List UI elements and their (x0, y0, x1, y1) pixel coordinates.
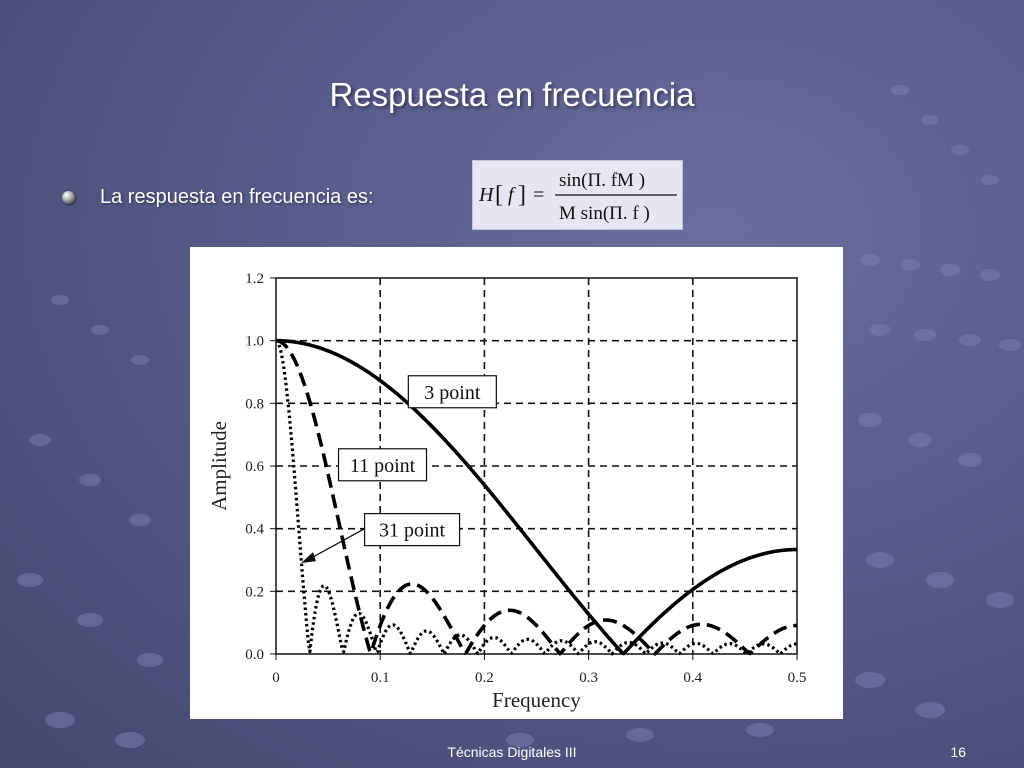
series-line-31-point (275, 339, 798, 656)
formula-numerator: sin(Π. fM ) (559, 170, 645, 191)
chart-svg: 0 0.1 0.2 0.3 0.4 0.5 0.0 0.2 0.4 0.6 0.8 1.0 1.2 Fr… (207, 271, 806, 712)
formula-left-bracket: [ (495, 182, 503, 208)
formula-lhs-h: H (478, 184, 495, 206)
x-tick-label: 0.3 (579, 670, 598, 686)
bullet-item: La respuesta en frecuencia es: (62, 186, 374, 209)
y-tick-label: 0.2 (245, 584, 264, 600)
sphere-bullet-icon (62, 191, 75, 204)
annotation-31-point-box (363, 513, 461, 547)
series-line-11-point (275, 338, 798, 656)
bullet-text: La respuesta en frecuencia es: (100, 186, 374, 208)
y-tick-label: 1.0 (245, 334, 264, 350)
formula-denominator: M sin(Π. f ) (559, 203, 650, 224)
x-tick-label: 0.4 (683, 670, 702, 686)
y-axis-label: Amplitude (207, 421, 231, 511)
chart-ticks: 0 0.1 0.2 0.3 0.4 0.5 0.0 0.2 0.4 0.6 0.8 1.0 1.2 (245, 271, 806, 686)
slide-title: Respuesta en frecuencia (329, 76, 695, 113)
formula-equals: = (533, 184, 544, 206)
y-tick-label: 0.0 (245, 647, 264, 663)
chart-annotations: 3 point 11 point 31 point (301, 375, 497, 564)
formula-right-bracket: ] (518, 182, 526, 208)
x-tick-label: 0.2 (475, 670, 494, 686)
annotation-31-point-label: 31 point (379, 520, 446, 542)
y-tick-label: 1.2 (245, 271, 264, 287)
annotation-3-point-box (407, 375, 497, 409)
formula-box: H [ f ] = sin(Π. fM ) M sin(Π. f ) (472, 160, 683, 230)
x-axis-label: Frequency (492, 688, 581, 712)
formula-svg: H [ f ] = sin(Π. fM ) M sin(Π. f ) (478, 170, 677, 224)
footer-page-number: 16 (950, 744, 966, 760)
annotation-3-point-label: 3 point (424, 382, 481, 404)
footer-course: Técnicas Digitales III (447, 744, 577, 760)
y-tick-label: 0.6 (245, 459, 264, 475)
series-line-3-point (275, 338, 798, 656)
y-tick-label: 0.4 (245, 522, 264, 538)
formula-lhs-f: f (508, 184, 516, 206)
frequency-response-chart: 0 0.1 0.2 0.3 0.4 0.5 0.0 0.2 0.4 0.6 0.8 1.0 1.2 Fr… (190, 247, 843, 719)
x-tick-label: 0.1 (371, 670, 390, 686)
annotation-arrow-head (301, 552, 317, 564)
chart-series (275, 338, 798, 656)
x-tick-label: 0 (272, 670, 280, 686)
y-tick-label: 0.8 (245, 396, 264, 412)
annotation-arrow-line (308, 528, 365, 560)
annotation-11-point-label: 11 point (350, 455, 416, 477)
annotation-11-point-box (337, 448, 428, 482)
x-tick-label: 0.5 (788, 670, 807, 686)
